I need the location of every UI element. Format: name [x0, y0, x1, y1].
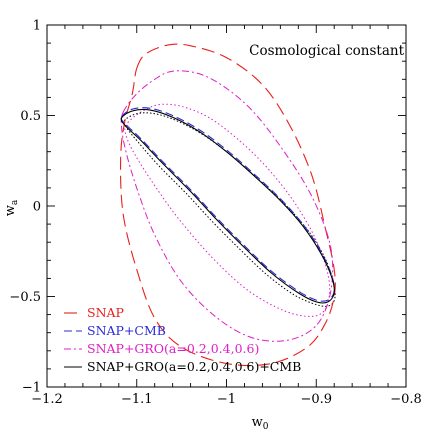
x-tick-label: −1 — [217, 392, 236, 407]
legend-label: SNAP+GRO(a=0.2,0.4,0.6)+CMB — [87, 359, 301, 374]
axis-ticks — [46, 24, 407, 388]
y-axis-label-main: w — [3, 205, 18, 216]
x-tick-label: −1.2 — [31, 392, 63, 407]
y-tick-label: 0.5 — [20, 109, 41, 124]
y-tick-label: 1 — [33, 19, 41, 34]
tick-labels: −1.2 −1.1 −1 −0.9 −0.8 −1 −0.5 0 0.5 1 — [9, 19, 421, 408]
contour-series-4 — [120, 108, 335, 304]
legend-label: SNAP+CMB — [87, 323, 166, 338]
y-axis-label-sub: a — [10, 199, 20, 205]
legend-label: SNAP — [87, 305, 124, 320]
contour-series-3 — [120, 70, 334, 342]
contour-series-2 — [120, 107, 335, 302]
y-axis-label: wa — [3, 199, 20, 216]
chart-title: Cosmological constant — [249, 43, 404, 59]
legend-label: SNAP+GRO(a=0.2,0.4,0.6) — [87, 341, 259, 356]
x-axis-label-sub: 0 — [263, 422, 269, 432]
y-tick-label: −1 — [22, 381, 41, 396]
y-tick-label: 0 — [33, 200, 41, 215]
x-tick-label: −0.8 — [390, 392, 422, 407]
contour-lines — [119, 43, 336, 367]
x-axis-label: w0 — [252, 415, 269, 432]
x-axis-label-main: w — [252, 415, 263, 430]
inner-contour-2 — [123, 112, 336, 307]
x-tick-label: −0.9 — [300, 392, 332, 407]
contour-series-1 — [119, 43, 336, 367]
x-tick-label: −1.1 — [121, 392, 153, 407]
inner-contour-1 — [124, 103, 331, 317]
y-tick-label: −0.5 — [9, 290, 41, 305]
legend: SNAP SNAP+CMB SNAP+GRO(a=0.2,0.4,0.6) SNAP+… — [64, 305, 301, 374]
